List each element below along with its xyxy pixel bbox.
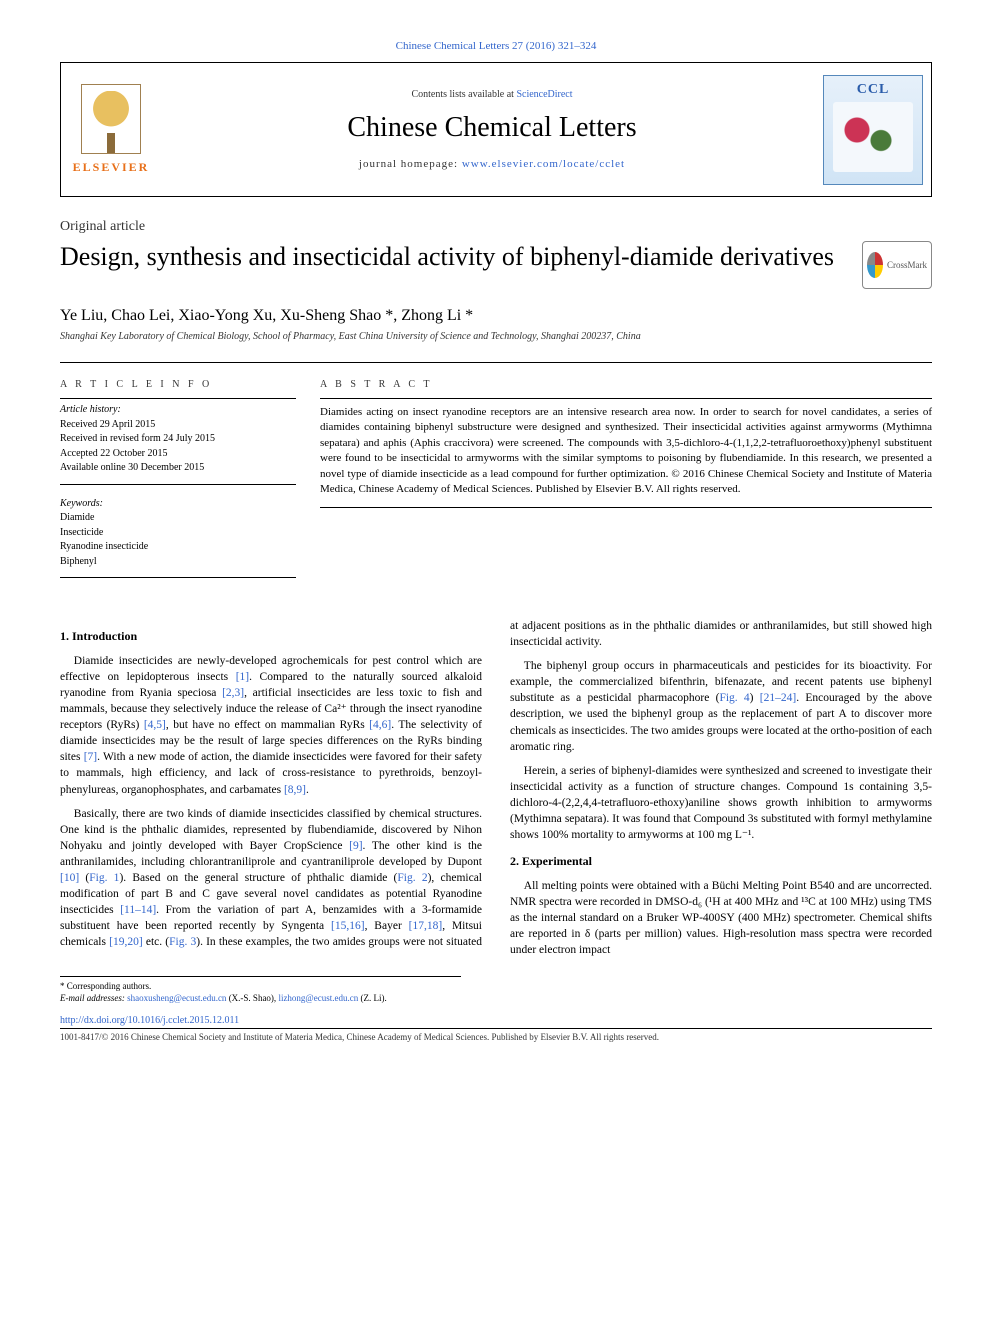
journal-header: ELSEVIER Contents lists available at Sci… xyxy=(60,62,932,197)
keyword: Biphenyl xyxy=(60,555,296,570)
bottom-copyright: 1001-8417/© 2016 Chinese Chemical Societ… xyxy=(60,1028,932,1042)
ref-link[interactable]: [4,5] xyxy=(144,719,166,731)
ref-link[interactable]: [8,9] xyxy=(284,784,306,796)
keyword: Ryanodine insecticide xyxy=(60,540,296,555)
history-label: Article history: xyxy=(60,403,296,418)
crossmark-badge[interactable]: CrossMark xyxy=(862,241,932,289)
fig-link[interactable]: Fig. 2 xyxy=(397,872,427,884)
txt: etc. ( xyxy=(143,936,169,948)
txt: , but have no effect on mammalian RyRs xyxy=(166,719,369,731)
intro-p4: Herein, a series of biphenyl-diamides we… xyxy=(510,763,932,843)
ref-link[interactable]: [21–24] xyxy=(760,692,796,704)
elsevier-logo: ELSEVIER xyxy=(61,62,161,197)
email-link[interactable]: shaoxusheng@ecust.edu.cn xyxy=(127,993,226,1003)
affiliation: Shanghai Key Laboratory of Chemical Biol… xyxy=(60,331,932,342)
ref-link[interactable]: [19,20] xyxy=(109,936,143,948)
running-header: Chinese Chemical Letters 27 (2016) 321–3… xyxy=(60,40,932,52)
ref-link[interactable]: [2,3] xyxy=(222,687,244,699)
ccl-cover-image xyxy=(833,102,913,172)
section-heading-intro: 1. Introduction xyxy=(60,628,482,645)
body-text: 1. Introduction Diamide insecticides are… xyxy=(60,618,932,958)
crossmark-label: CrossMark xyxy=(887,260,927,270)
email-name: (X.-S. Shao), xyxy=(226,993,278,1003)
crossmark-icon xyxy=(867,252,883,278)
ccl-text: CCL xyxy=(857,82,890,98)
txt: ( xyxy=(79,872,89,884)
intro-p3: The biphenyl group occurs in pharmaceuti… xyxy=(510,658,932,755)
history-received: Received 29 April 2015 xyxy=(60,418,296,433)
abstract-head: A B S T R A C T xyxy=(320,379,932,390)
txt: ). Based on the general structure of pht… xyxy=(119,872,397,884)
article-info-column: A R T I C L E I N F O Article history: R… xyxy=(60,379,320,578)
article-title: Design, synthesis and insecticidal activ… xyxy=(60,241,842,274)
journal-title: Chinese Chemical Letters xyxy=(171,112,813,144)
contents-prefix: Contents lists available at xyxy=(411,89,516,100)
emails-line: E-mail addresses: shaoxusheng@ecust.edu.… xyxy=(60,993,461,1005)
ref-link[interactable]: [1] xyxy=(236,671,249,683)
txt: . xyxy=(306,784,309,796)
homepage-link[interactable]: www.elsevier.com/locate/cclet xyxy=(462,158,625,170)
elsevier-tree-icon xyxy=(81,84,141,154)
section-heading-experimental: 2. Experimental xyxy=(510,853,932,870)
keyword: Insecticide xyxy=(60,526,296,541)
authors: Ye Liu, Chao Lei, Xiao-Yong Xu, Xu-Sheng… xyxy=(60,307,932,325)
journal-homepage: journal homepage: www.elsevier.com/locat… xyxy=(171,158,813,170)
ref-link[interactable]: [9] xyxy=(349,840,362,852)
fig-link[interactable]: Fig. 3 xyxy=(169,936,196,948)
txt: . With a new mode of action, the diamide… xyxy=(60,751,482,795)
doi-link[interactable]: http://dx.doi.org/10.1016/j.cclet.2015.1… xyxy=(60,1015,932,1026)
txt: ) xyxy=(750,692,760,704)
keywords-label: Keywords: xyxy=(60,497,296,512)
keywords-block: Keywords: Diamide Insecticide Ryanodine … xyxy=(60,497,296,579)
ccl-cover-logo: CCL xyxy=(823,75,923,185)
header-center: Contents lists available at ScienceDirec… xyxy=(161,79,823,180)
ref-link[interactable]: [11–14] xyxy=(120,904,156,916)
emails-label: E-mail addresses: xyxy=(60,993,127,1003)
ref-link[interactable]: [4,6] xyxy=(369,719,391,731)
ref-link[interactable]: [7] xyxy=(84,751,97,763)
ref-link[interactable]: [10] xyxy=(60,872,79,884)
article-type: Original article xyxy=(60,219,932,235)
footnotes: * Corresponding authors. E-mail addresse… xyxy=(60,976,461,1004)
history-accepted: Accepted 22 October 2015 xyxy=(60,447,296,462)
article-info-head: A R T I C L E I N F O xyxy=(60,379,296,390)
contents-line: Contents lists available at ScienceDirec… xyxy=(171,89,813,100)
txt: , Bayer xyxy=(365,920,409,932)
elsevier-text: ELSEVIER xyxy=(73,160,150,175)
ref-link[interactable]: [17,18] xyxy=(409,920,443,932)
ref-link[interactable]: [15,16] xyxy=(331,920,365,932)
abstract-column: A B S T R A C T Diamides acting on insec… xyxy=(320,379,932,578)
article-history: Article history: Received 29 April 2015 … xyxy=(60,398,296,485)
fig-link[interactable]: Fig. 4 xyxy=(719,692,749,704)
homepage-prefix: journal homepage: xyxy=(359,158,462,170)
fig-link[interactable]: Fig. 1 xyxy=(89,872,119,884)
email-link[interactable]: lizhong@ecust.edu.cn xyxy=(278,993,358,1003)
history-revised: Received in revised form 24 July 2015 xyxy=(60,432,296,447)
keyword: Diamide xyxy=(60,511,296,526)
abstract-text: Diamides acting on insect ryanodine rece… xyxy=(320,398,932,508)
history-online: Available online 30 December 2015 xyxy=(60,461,296,476)
experimental-p1: All melting points were obtained with a … xyxy=(510,878,932,958)
corresponding-note: * Corresponding authors. xyxy=(60,981,461,993)
sciencedirect-link[interactable]: ScienceDirect xyxy=(516,89,572,100)
intro-p1: Diamide insecticides are newly-developed… xyxy=(60,653,482,798)
email-name: (Z. Li). xyxy=(358,993,387,1003)
